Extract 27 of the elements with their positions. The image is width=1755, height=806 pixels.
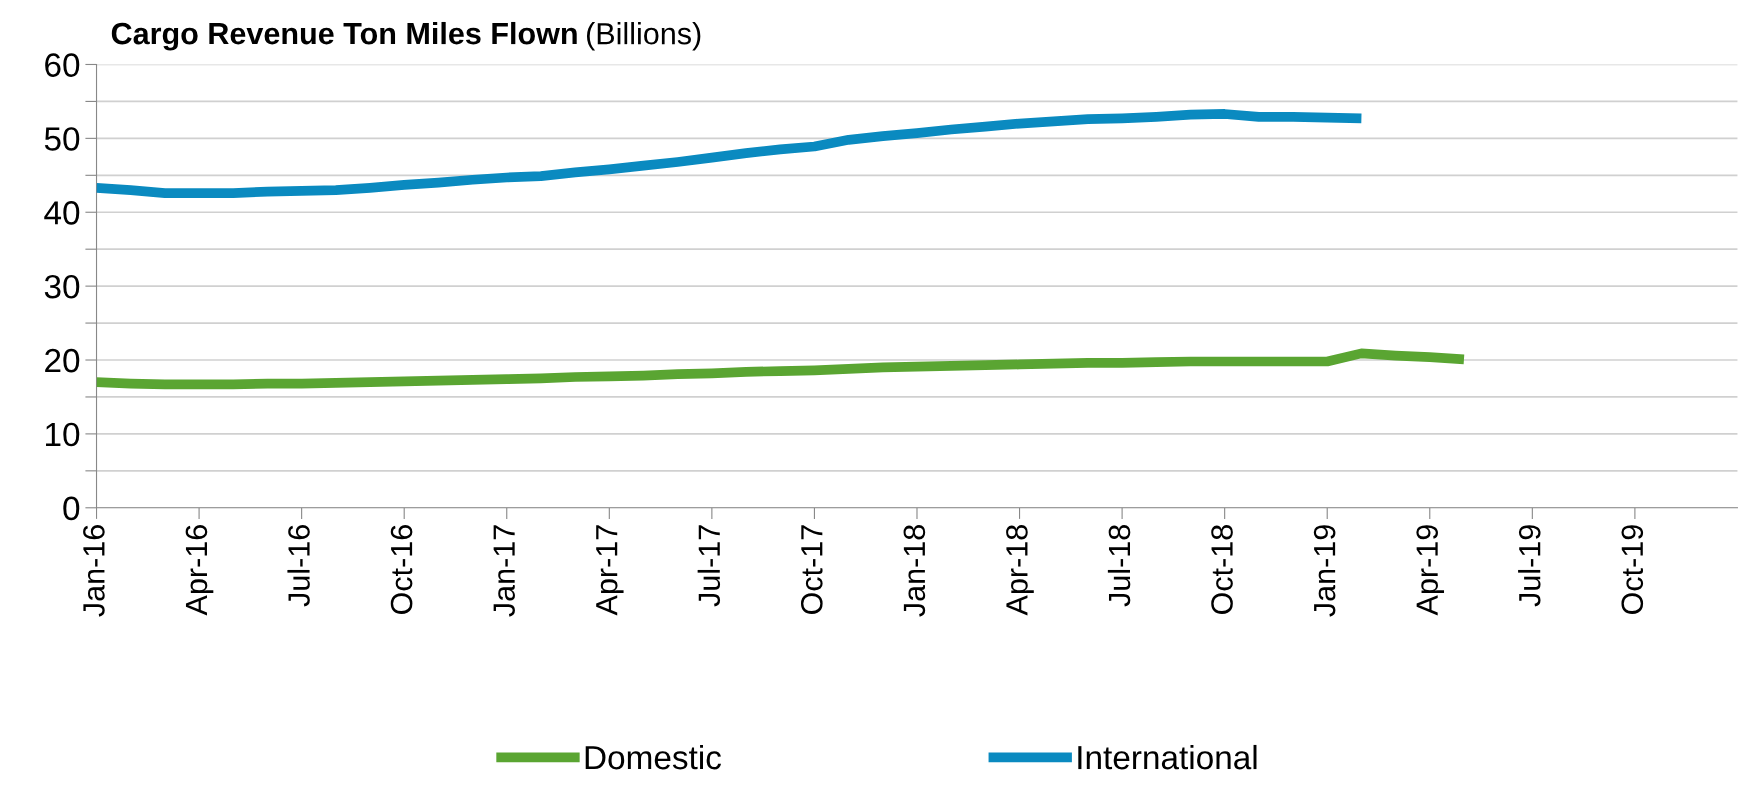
x-tick-label: Apr-16 xyxy=(185,525,214,616)
chart-title: Cargo Revenue Ton Miles Flown xyxy=(111,21,577,51)
x-tick-label: Oct-19 xyxy=(1621,525,1644,614)
y-tick-label: 40 xyxy=(44,201,80,225)
y-tick-label: 20 xyxy=(45,348,80,373)
y-tick-label: 60 xyxy=(45,53,80,77)
x-tick-label: Oct-16 xyxy=(390,525,413,614)
y-tick-label: 10 xyxy=(46,422,80,447)
y-tick-label: 50 xyxy=(44,127,80,151)
x-tick-label: Jul-18 xyxy=(1107,525,1131,607)
y-tick-label: 30 xyxy=(44,274,80,299)
x-tick-label: Jan-16 xyxy=(83,525,105,617)
x-tick-label: Apr-18 xyxy=(1006,525,1034,616)
x-tick-label: Apr-17 xyxy=(596,525,624,616)
x-tick-label: Jul-19 xyxy=(1518,525,1541,607)
x-tick-label: Jan-17 xyxy=(493,525,515,617)
x-tick-label: Jan-19 xyxy=(1313,525,1336,617)
legend-label: International xyxy=(1078,744,1257,770)
x-tick-label: Apr-19 xyxy=(1416,525,1445,616)
x-tick-label: Jul-17 xyxy=(697,525,721,607)
y-tick-label: 0 xyxy=(63,496,80,521)
x-tick-label: Oct-17 xyxy=(800,525,823,614)
chart-subtitle: (Billions) xyxy=(586,22,701,51)
x-tick-label: Oct-18 xyxy=(1211,525,1233,614)
x-tick-label: Jan-18 xyxy=(903,525,926,617)
x-tick-label: Jul-16 xyxy=(287,525,310,607)
legend-label: Domestic xyxy=(585,744,722,770)
